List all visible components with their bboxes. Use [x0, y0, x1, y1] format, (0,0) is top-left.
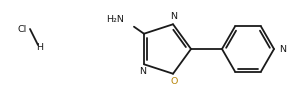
Text: Cl: Cl	[18, 26, 27, 34]
Text: N: N	[140, 67, 147, 76]
Text: O: O	[170, 77, 178, 86]
Text: H₂N: H₂N	[106, 15, 124, 24]
Text: H: H	[36, 43, 43, 52]
Text: N: N	[171, 12, 178, 21]
Text: N: N	[279, 44, 286, 53]
